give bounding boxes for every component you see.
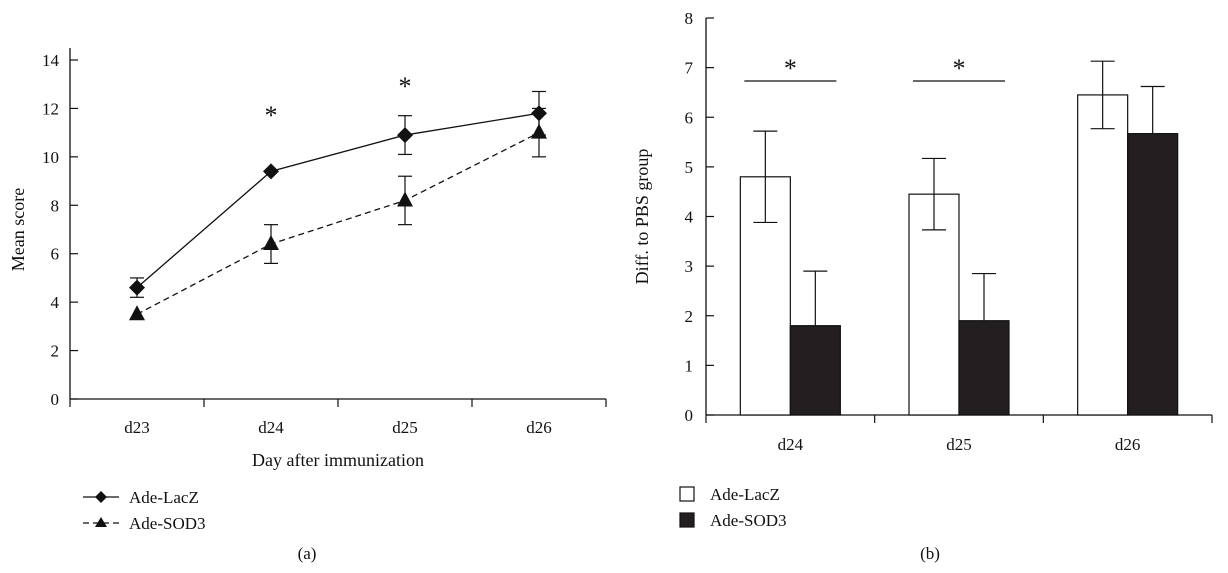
y-tick-label: 3: [685, 257, 694, 276]
data-point-diamond: [397, 127, 413, 144]
y-axis-label: Mean score: [8, 188, 28, 271]
y-tick-label: 10: [42, 148, 59, 167]
y-tick-label: 12: [42, 99, 59, 118]
y-tick-label: 2: [51, 342, 60, 361]
y-tick-label: 2: [685, 307, 694, 326]
bar-ade-sod3-d25: [958, 320, 1010, 416]
legend-label: Ade-SOD3: [129, 514, 206, 533]
x-tick-label: d24: [778, 435, 804, 454]
y-tick-label: 14: [42, 51, 60, 70]
panel-label-b: (b): [920, 544, 940, 563]
x-tick-label: d26: [526, 418, 552, 437]
bar-chart-panel: 0 1 2 3 4 5 6 7 8 d24 d25 d26 Diff. to PBS group * * Ad…: [632, 9, 1213, 563]
legend-label: Ade-LacZ: [710, 485, 780, 504]
series-line-ade-lacz: [136, 112, 540, 289]
series-line-ade-sod3: [136, 132, 540, 315]
y-axis-label: Diff. to PBS group: [632, 149, 652, 285]
y-tick-label: 6: [51, 245, 60, 264]
x-tick-label: d25: [392, 418, 418, 437]
x-tick-label: d25: [946, 435, 972, 454]
y-tick-label: 6: [685, 108, 694, 127]
bar-ade-sod3-d26: [1127, 133, 1179, 416]
significance-star: *: [399, 72, 412, 101]
data-point-triangle: [531, 123, 547, 139]
y-tick-label: 0: [51, 390, 60, 409]
significance-star: *: [953, 54, 966, 83]
y-tick-label: 7: [685, 59, 694, 78]
x-tick-label: d23: [124, 418, 150, 437]
legend-marker-triangle: [95, 517, 107, 527]
significance-star: *: [784, 54, 797, 83]
data-point-diamond: [129, 279, 145, 296]
x-tick-label: d26: [1115, 435, 1141, 454]
data-point-triangle: [263, 235, 279, 251]
y-tick-label: 8: [51, 196, 60, 215]
legend-label: Ade-LacZ: [129, 488, 199, 507]
panel-label-a: (a): [298, 544, 317, 563]
legend-swatch: [679, 512, 695, 528]
bar-ade-lacz-d25: [908, 193, 960, 416]
data-point-triangle: [397, 191, 413, 207]
y-tick-label: 5: [685, 158, 694, 177]
legend-label: Ade-SOD3: [710, 511, 787, 530]
y-tick-label: 0: [685, 406, 694, 425]
legend-swatch: [679, 486, 695, 502]
bar-ade-lacz-d26: [1077, 94, 1129, 416]
significance-star: *: [265, 101, 278, 130]
x-axis-label: Day after immunization: [252, 450, 424, 470]
x-tick-label: d24: [258, 418, 284, 437]
y-tick-label: 4: [685, 208, 694, 227]
legend-marker-diamond: [95, 491, 107, 503]
y-tick-label: 4: [51, 293, 60, 312]
y-tick-label: 8: [685, 9, 694, 28]
line-chart-panel: 0 2 4 6 8 10 12 14 d23 d24 d25 d26 Day after immuniz…: [8, 48, 607, 563]
data-point-diamond: [263, 163, 279, 180]
data-point-triangle: [129, 305, 145, 321]
bar-ade-sod3-d24: [789, 325, 841, 416]
y-tick-label: 1: [685, 356, 694, 375]
